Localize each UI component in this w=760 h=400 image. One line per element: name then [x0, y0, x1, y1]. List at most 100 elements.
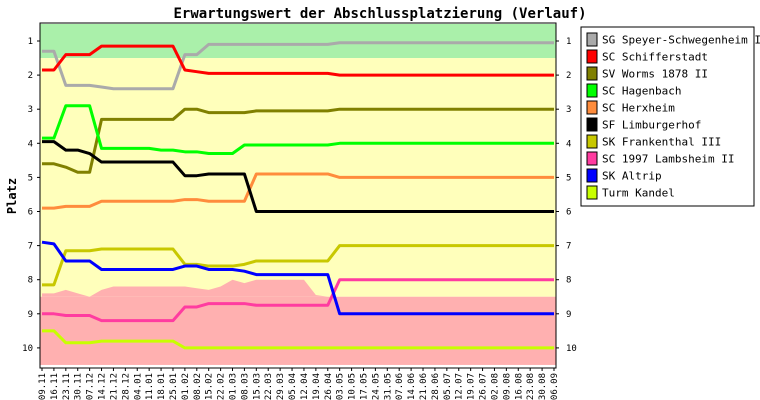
- plot-frame: [39, 22, 557, 369]
- legend-label: SF Limburgerhof: [602, 119, 701, 132]
- x-tick-label: 22.03: [264, 373, 274, 400]
- x-tick-label: 11.01: [145, 373, 155, 400]
- y-tick-label-left: 2: [28, 71, 33, 81]
- x-tick-label: 07.06: [395, 373, 405, 400]
- x-tick-label: 14.06: [407, 373, 417, 400]
- x-tick-label: 02.08: [490, 373, 500, 400]
- series-line-3: [42, 107, 554, 174]
- y-tick-label-left: 10: [22, 344, 33, 354]
- y-tick-label-left: 5: [28, 173, 33, 183]
- legend-label: Turm Kandel: [602, 187, 675, 200]
- x-tick-label: 05.07: [443, 373, 453, 400]
- y-axis-ticks: 1 1 2 2 3 3 4 4 5 5 6 6 7 7 8 8 9 9 10 10: [22, 37, 577, 354]
- series-line-2: [42, 44, 554, 77]
- legend-label: SG Speyer-Schwegenheim II: [602, 34, 760, 47]
- x-tick-label: 15.03: [252, 373, 262, 400]
- x-tick-label: 26.07: [479, 373, 489, 400]
- chart-title: Erwartungswert der Abschlussplatzierung …: [173, 6, 586, 22]
- x-tick-label: 25.01: [169, 373, 179, 400]
- y-tick-label-right: 1: [566, 37, 571, 47]
- x-tick-label: 23.08: [526, 373, 536, 400]
- relegation-boundary-area: [42, 279, 412, 297]
- x-tick-label: 19.04: [312, 373, 322, 400]
- legend-swatch: [586, 185, 598, 200]
- series-line-6: [42, 140, 554, 213]
- zone-band-promotion: [40, 23, 556, 59]
- legend-swatch: [586, 83, 598, 98]
- legend: SG Speyer-Schwegenheim II SC Schifferstad…: [580, 26, 760, 207]
- x-tick-label: 31.05: [383, 373, 393, 400]
- x-tick-label: 21.06: [419, 373, 429, 400]
- x-tick-label: 15.02: [205, 373, 215, 400]
- y-tick-label-right: 4: [566, 139, 571, 149]
- series-line-5: [42, 172, 554, 210]
- x-tick-label: 04.01: [133, 373, 143, 400]
- y-tick-label-left: 7: [28, 242, 33, 252]
- legend-swatch: [586, 151, 598, 166]
- y-tick-label-right: 9: [566, 310, 571, 320]
- y-axis-label: Platz: [5, 178, 19, 214]
- series-lines: [41, 41, 554, 350]
- legend-swatch: [586, 117, 598, 132]
- x-tick-label: 16.11: [50, 373, 60, 400]
- x-tick-label: 28.06: [431, 373, 441, 400]
- x-tick-label: 23.11: [62, 373, 72, 400]
- x-tick-label: 08.03: [240, 373, 250, 400]
- legend-label: SK Altrip: [602, 170, 662, 183]
- series-line-10: [42, 329, 554, 350]
- legend-swatch: [586, 134, 598, 149]
- series-line-1: [42, 41, 554, 91]
- x-axis-ticks: 09.11 16.11 23.11 30.11 07.12 14.12 21.12 28.12…: [38, 368, 560, 400]
- y-tick-label-left: 9: [28, 310, 33, 320]
- x-tick-label: 17.05: [359, 373, 369, 400]
- x-tick-label: 01.03: [229, 373, 239, 400]
- x-tick-label: 19.07: [467, 373, 477, 400]
- x-tick-label: 30.11: [74, 373, 84, 400]
- x-tick-label: 07.12: [86, 373, 96, 400]
- x-tick-label: 26.04: [324, 373, 334, 400]
- legend-label: SC Schifferstadt: [602, 51, 708, 64]
- legend-label: SC Hagenbach: [602, 85, 681, 98]
- legend-box: [580, 26, 755, 207]
- x-tick-label: 05.04: [288, 373, 298, 400]
- series-line-7: [42, 244, 554, 287]
- x-tick-label: 22.02: [217, 373, 227, 400]
- x-tick-label: 01.02: [181, 373, 191, 400]
- series-line-9: [41, 240, 554, 316]
- y-tick-label-left: 6: [28, 208, 33, 218]
- x-tick-label: 16.08: [514, 373, 524, 400]
- x-tick-label: 28.12: [121, 373, 131, 400]
- x-tick-label: 03.05: [336, 373, 346, 400]
- legend-label: SC Herxheim: [602, 102, 675, 115]
- y-tick-label-right: 8: [566, 276, 571, 286]
- y-tick-label-left: 1: [28, 37, 33, 47]
- x-tick-label: 14.12: [98, 373, 108, 400]
- x-tick-label: 12.04: [300, 373, 310, 400]
- y-tick-label-left: 4: [28, 139, 33, 149]
- legend-swatch: [586, 32, 598, 47]
- x-tick-label: 18.01: [157, 373, 167, 400]
- x-tick-label: 24.05: [371, 373, 381, 400]
- x-tick-label: 10.05: [348, 373, 358, 400]
- y-tick-label-right: 6: [566, 208, 571, 218]
- legend-label: SC 1997 Lambsheim II: [602, 153, 734, 166]
- zone-band-relegation: [40, 296, 556, 365]
- y-tick-label-left: 3: [28, 105, 33, 115]
- y-tick-label-right: 5: [566, 173, 571, 183]
- legend-swatch: [586, 66, 598, 81]
- x-tick-label: 08.02: [193, 373, 203, 400]
- x-tick-label: 29.03: [276, 373, 286, 400]
- x-tick-label: 09.08: [502, 373, 512, 400]
- x-tick-label: 30.08: [538, 373, 548, 400]
- y-tick-label-left: 8: [28, 276, 33, 286]
- x-tick-label: 21.12: [109, 373, 119, 400]
- x-tick-label: 12.07: [455, 373, 465, 400]
- y-tick-label-right: 3: [566, 105, 571, 115]
- legend-label: SK Frankenthal III: [602, 136, 721, 149]
- legend-swatch: [586, 100, 598, 115]
- y-tick-label-right: 10: [566, 344, 577, 354]
- series-line-4: [42, 104, 554, 156]
- legend-swatch: [586, 49, 598, 64]
